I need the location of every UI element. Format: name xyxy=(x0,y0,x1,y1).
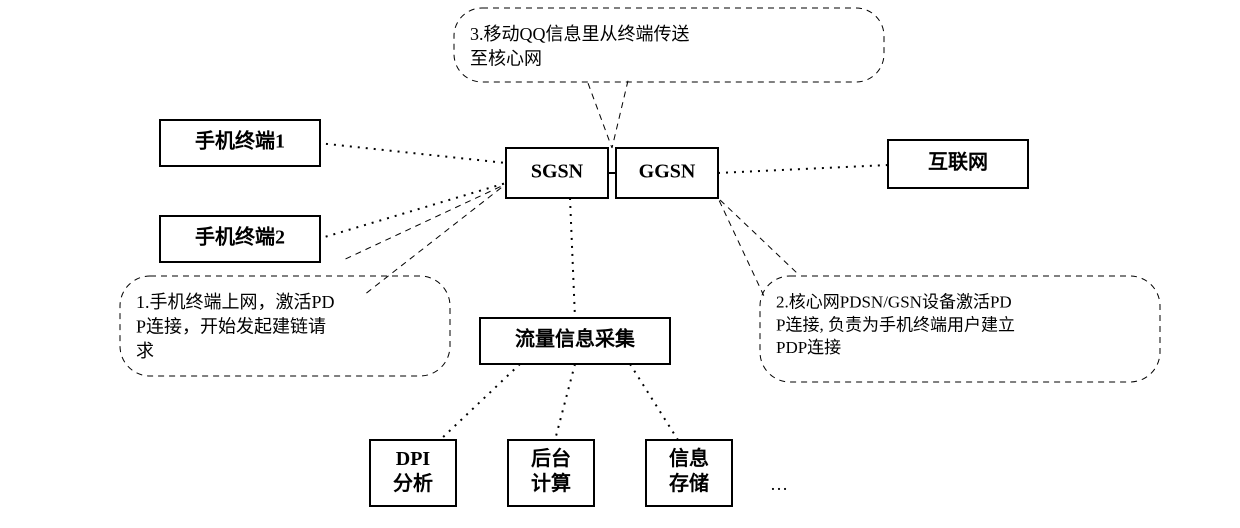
node-ggsn: GGSN xyxy=(616,148,718,198)
bubble-note2-line-2: PDP连接 xyxy=(776,338,841,357)
node-backend-label-1: 计算 xyxy=(531,471,571,495)
node-dpi: DPI分析 xyxy=(370,440,456,506)
edge-terminal1-sgsn xyxy=(318,143,506,163)
node-dpi-label-0: DPI xyxy=(396,448,431,470)
node-storage-label-0: 信息 xyxy=(669,446,709,470)
node-terminal1: 手机终端1 xyxy=(160,120,320,166)
node-storage-label-1: 存储 xyxy=(669,471,709,495)
edge-sgsn-collect xyxy=(570,198,575,318)
bubble-note3-line-0: 3.移动QQ信息里从终端传送 xyxy=(470,24,690,44)
node-backend-label-0: 后台 xyxy=(531,446,571,470)
bubble-note1-line-0: 1.手机终端上网，激活PD xyxy=(136,292,335,312)
bubble-note2: 2.核心网PDSN/GSN设备激活PD P连接, 负责为手机终端用户建立 PDP连接 xyxy=(718,198,1160,382)
node-internet: 互联网 xyxy=(888,140,1028,188)
node-internet-label: 互联网 xyxy=(928,151,988,174)
node-collect-label: 流量信息采集 xyxy=(515,327,636,351)
node-collect: 流量信息采集 xyxy=(480,318,670,364)
node-storage: 信息存储 xyxy=(646,440,732,506)
bubble-note3-line-1: 至核心网 xyxy=(470,49,542,69)
node-ggsn-label: GGSN xyxy=(639,161,696,183)
bubble-note3: 3.移动QQ信息里从终端传送至核心网 xyxy=(454,8,884,148)
node-terminal2-label: 手机终端2 xyxy=(195,225,285,249)
node-sgsn: SGSN xyxy=(506,148,608,198)
ellipsis: … xyxy=(770,474,788,494)
bubble-note2-line-0: 2.核心网PDSN/GSN设备激活PD xyxy=(776,292,1012,311)
bubble-note1: 1.手机终端上网，激活PD P连接，开始发起建链请求 xyxy=(120,184,506,376)
edge-ggsn-internet xyxy=(718,165,888,173)
node-terminal1-label: 手机终端1 xyxy=(195,129,285,153)
node-backend: 后台计算 xyxy=(508,440,594,506)
node-sgsn-label: SGSN xyxy=(531,161,584,183)
edge-terminal2-sgsn xyxy=(318,183,506,239)
edge-collect-backend xyxy=(555,364,575,440)
bubble-note2-line-1: P连接, 负责为手机终端用户建立 xyxy=(776,315,1015,334)
bubble-note1-line-2: 求 xyxy=(136,341,154,361)
edge-collect-dpi xyxy=(440,364,520,440)
bubble-note1-line-1: P连接，开始发起建链请 xyxy=(136,317,326,337)
edge-collect-storage xyxy=(630,364,678,440)
node-dpi-label-1: 分析 xyxy=(393,472,433,495)
node-terminal2: 手机终端2 xyxy=(160,216,320,262)
